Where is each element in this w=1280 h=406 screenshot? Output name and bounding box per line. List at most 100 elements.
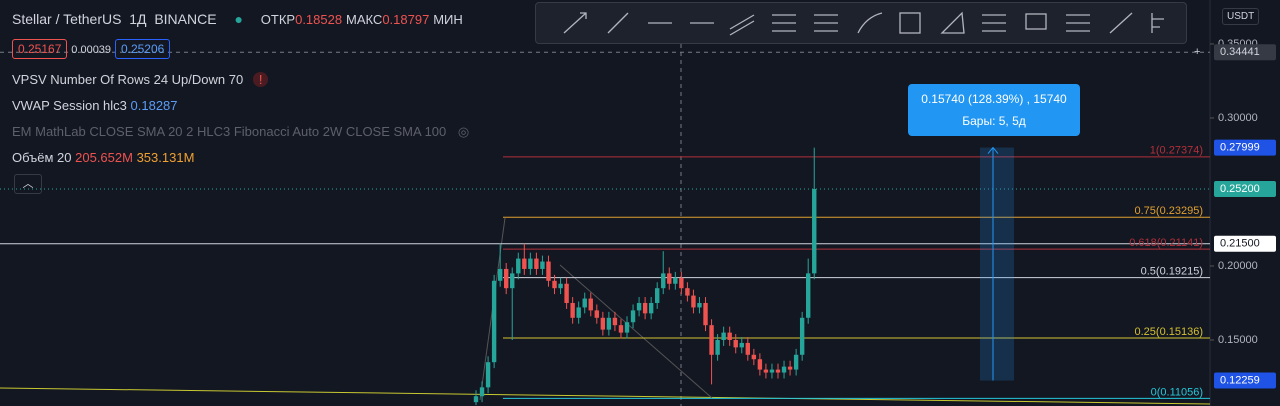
tool-icon[interactable] [563, 12, 587, 34]
candle-body [606, 317, 612, 330]
candle-body [648, 302, 654, 314]
currency-button[interactable]: USDT [1222, 8, 1260, 25]
candle-body [630, 310, 636, 323]
candle-body [769, 369, 775, 373]
candle-body [745, 342, 750, 355]
measure-arrowhead [987, 146, 999, 154]
price-badge [1214, 181, 1276, 198]
candle-body [522, 258, 527, 269]
candle-body [703, 302, 708, 326]
collapse-button[interactable]: ︿ [14, 174, 42, 194]
candle-body [510, 273, 515, 289]
error-icon[interactable]: ! [252, 72, 269, 87]
candle-body [667, 273, 672, 284]
candle-body [715, 339, 720, 355]
interval[interactable]: 1Д [129, 11, 147, 27]
candle-body [528, 258, 533, 269]
indicator-name: EM MathLab CLOSE SMA 20 2 HLC3 Fibonacci… [12, 124, 447, 139]
candle-body [600, 317, 606, 330]
tool-icon[interactable] [1109, 12, 1133, 34]
candle-body [546, 261, 551, 281]
indicator-value: 205.652M [75, 150, 133, 165]
candle-body [570, 302, 575, 318]
candle-body [618, 325, 624, 333]
ask[interactable]: 0.25206 [114, 39, 171, 59]
price-badge-label: 0.21500 [1220, 238, 1260, 250]
price-badge-label: 0.34441 [1220, 46, 1260, 58]
candle-body [781, 366, 787, 373]
fib-label: 0.75(0.23295) [1135, 205, 1204, 217]
candle-body [691, 295, 696, 308]
candle-body [673, 277, 678, 284]
indicator-value: 0.18287 [130, 98, 178, 113]
add-button[interactable]: + [1194, 46, 1200, 58]
candle-body [558, 283, 563, 289]
candle-body [473, 396, 479, 403]
trend-line [0, 387, 1211, 405]
candle-body [655, 288, 660, 303]
tool-icon[interactable] [729, 14, 755, 36]
price-badge [1214, 372, 1276, 389]
fib-label: 0.5(0.19215) [1141, 266, 1203, 278]
candle-body [679, 277, 684, 289]
hidden-icon[interactable]: ◎ [457, 124, 470, 139]
indicator[interactable]: Объём 20 205.652M 353.131M [12, 150, 194, 165]
indicator[interactable]: EM MathLab CLOSE SMA 20 2 HLC3 Fibonacci… [12, 124, 469, 140]
price-badge [1214, 235, 1276, 252]
candle-body [588, 298, 593, 311]
candle-body [757, 359, 763, 370]
tool-icon[interactable] [1025, 13, 1047, 30]
price-badge [1214, 139, 1276, 156]
open-value: 0.18528 [295, 12, 343, 27]
symbol[interactable]: Stellar / TetherUS [12, 11, 122, 27]
candle-body [564, 283, 569, 303]
tool-icon[interactable] [982, 14, 1006, 32]
measure-tooltip: 0.15740 (128.39%) , 15740 Бары: 5, 5д [908, 84, 1080, 136]
candle-body [709, 325, 714, 355]
candle-body [594, 310, 599, 318]
measure-bars: Бары: 5, 5д [962, 114, 1026, 128]
candle-body [516, 258, 521, 274]
trend-line [559, 264, 713, 399]
low-label: МИН [433, 12, 463, 27]
candle-body [642, 302, 648, 314]
toolbar-icons [563, 11, 1164, 36]
tool-icon[interactable] [857, 12, 883, 34]
bid[interactable]: 0.25167 [12, 39, 68, 59]
fib-label: 0(0.11056) [1151, 386, 1203, 398]
fib-label: 0.618(0.21141) [1129, 237, 1203, 249]
open-label: ОТКР [260, 12, 296, 27]
tool-icon[interactable] [899, 12, 921, 34]
fib-label: 0.25(0.15136) [1135, 326, 1204, 338]
candle-body [697, 302, 702, 308]
indicator[interactable]: VPSV Number Of Rows 24 Up/Down 70 ! [12, 72, 269, 87]
tool-icon[interactable] [940, 11, 965, 34]
candle-body [624, 322, 630, 333]
price-badge-label: 0.25200 [1220, 183, 1260, 195]
candle-body [576, 307, 581, 318]
candle-body [491, 280, 497, 363]
candle-body [739, 342, 744, 348]
indicator-name: Объём 20 [12, 150, 72, 165]
tool-icon[interactable] [1066, 14, 1090, 32]
spread: 0.00039 [71, 44, 112, 56]
tool-icon[interactable] [607, 12, 629, 34]
candle-body [552, 280, 557, 289]
tool-icon[interactable] [814, 14, 838, 32]
y-tick-label: 0.15000 [1218, 334, 1258, 346]
exchange: BINANCE [154, 11, 217, 27]
tool-icon[interactable] [772, 14, 796, 32]
y-tick-label: 0.30000 [1218, 112, 1258, 124]
candle-body [806, 273, 811, 318]
candle-body [479, 387, 485, 397]
candle-body [787, 366, 793, 370]
high-label: МАКС [345, 12, 383, 27]
drawing-toolbar [535, 2, 1187, 44]
symbol-row: Stellar / TetherUS 1Д BINANCE ● ОТКР0.18… [12, 11, 463, 27]
indicator[interactable]: VWAP Session hlc3 0.18287 [12, 98, 178, 113]
candle-body [497, 268, 503, 281]
candle-body [661, 273, 666, 289]
candle-body [636, 302, 642, 311]
tool-icon[interactable] [1151, 13, 1164, 33]
